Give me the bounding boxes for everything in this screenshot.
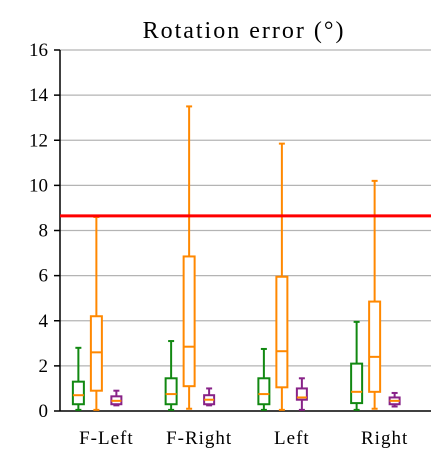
- y-tick-label: 2: [39, 356, 49, 377]
- y-tick-label: 6: [39, 266, 49, 287]
- y-tick-label: 4: [39, 311, 49, 332]
- x-tick-label: F-Left: [79, 428, 134, 449]
- box-plot: [71, 346, 85, 411]
- box-plot: [257, 347, 271, 411]
- box-plots: [71, 105, 401, 411]
- box-iqr: [275, 275, 289, 389]
- x-tick-label: F-Right: [166, 428, 232, 449]
- box-iqr: [350, 362, 364, 405]
- box-plot: [295, 377, 308, 411]
- box-iqr: [71, 380, 85, 406]
- box-plot: [388, 391, 401, 408]
- box-iqr: [89, 315, 103, 392]
- y-tick-label: 10: [29, 175, 48, 196]
- gridlines: [60, 49, 431, 367]
- y-axis-ticks: 0 2 4 6 8 10 12 14 16: [29, 40, 60, 422]
- y-tick-label: 8: [39, 221, 49, 242]
- box-iqr: [164, 377, 178, 406]
- y-tick-label: 12: [29, 130, 48, 151]
- y-tick-label: 14: [29, 85, 49, 106]
- box-iqr: [257, 377, 271, 406]
- box-plot: [368, 179, 382, 410]
- chart-title: Rotation error (°): [143, 18, 346, 44]
- box-iqr: [295, 387, 308, 401]
- box-plot: [110, 389, 123, 407]
- box-iqr: [368, 300, 382, 393]
- box-plot: [182, 105, 196, 410]
- y-tick-label: 0: [39, 401, 49, 422]
- box-plot: [350, 320, 364, 411]
- y-tick-label: 16: [29, 40, 48, 61]
- x-tick-label: Right: [361, 428, 408, 449]
- box-plot: [203, 387, 216, 407]
- box-plot: [164, 340, 178, 411]
- x-axis-ticks: F-Left F-Right Left Right: [79, 428, 408, 449]
- x-tick-label: Left: [274, 428, 310, 449]
- box-iqr: [182, 255, 196, 388]
- box-plot: [275, 142, 289, 411]
- box-plot: [89, 215, 103, 411]
